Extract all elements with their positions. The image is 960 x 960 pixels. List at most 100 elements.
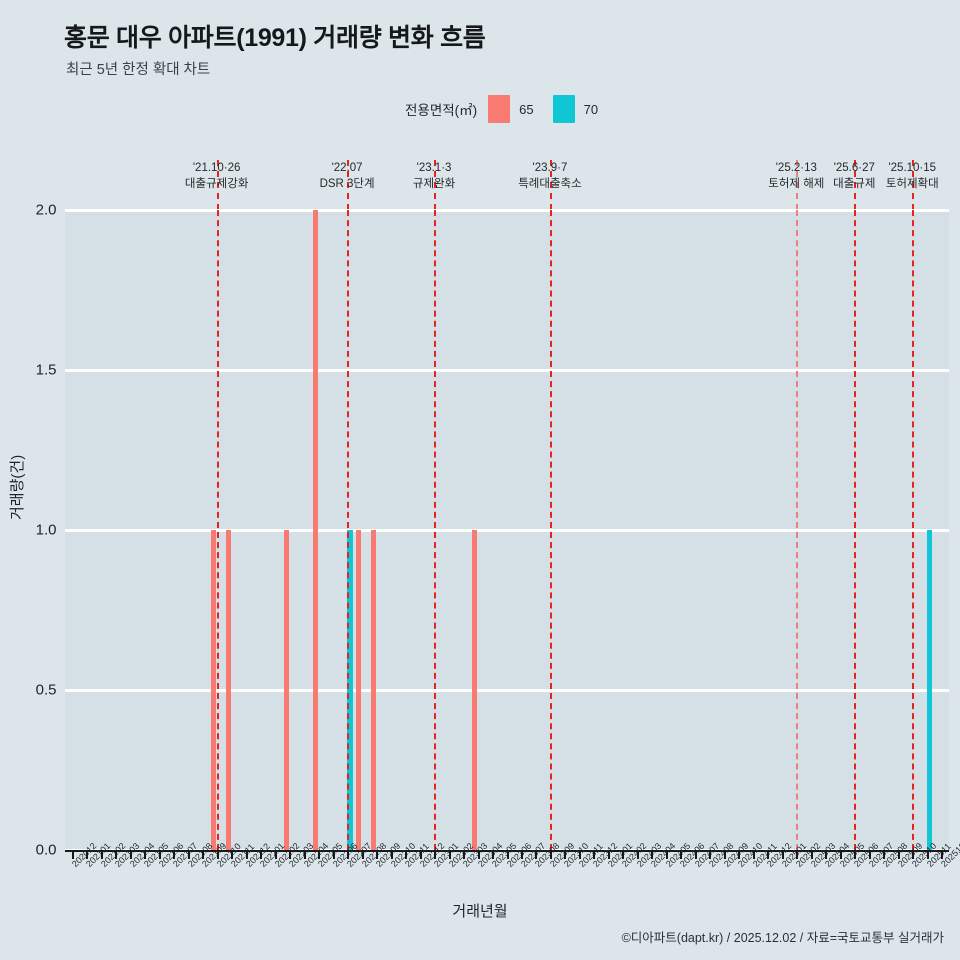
x-axis-tick	[129, 850, 132, 859]
x-axis-label: 거래년월	[452, 903, 508, 920]
bar	[927, 530, 933, 850]
x-axis-tick	[868, 850, 871, 859]
gridline	[64, 208, 949, 212]
x-axis-tick	[477, 850, 480, 859]
bar	[283, 530, 289, 850]
event-line-stub	[549, 160, 552, 210]
bar	[211, 530, 217, 850]
x-axis-tick	[883, 850, 886, 859]
event-name: DSR 3단계	[319, 178, 375, 190]
x-axis-tick	[318, 850, 321, 859]
page-subtitle: 최근 5년 한정 확대 차트	[66, 62, 211, 78]
x-axis-tick	[709, 850, 712, 859]
x-axis-tick	[144, 850, 147, 859]
event-name: 특례대출축소	[518, 178, 582, 190]
x-axis-tick	[361, 850, 364, 859]
legend: 전용면적(㎡) 65 70	[405, 95, 608, 123]
event-line	[434, 210, 437, 850]
bar	[225, 530, 231, 850]
event-line-stub	[347, 160, 350, 210]
event-line-stub	[912, 160, 915, 210]
y-axis-tick-label: 0.5	[35, 681, 57, 699]
x-axis-tick	[289, 850, 292, 859]
x-axis-tick	[231, 850, 234, 859]
bar	[356, 530, 362, 850]
x-axis-tick	[115, 850, 118, 859]
x-axis-tick	[578, 850, 581, 859]
gridline	[64, 368, 949, 372]
x-axis-tick	[651, 850, 654, 859]
event-date: '25.6·27	[833, 162, 875, 174]
x-axis-tick	[941, 850, 944, 859]
x-axis-tick	[665, 850, 668, 859]
x-axis-tick	[202, 850, 205, 859]
x-axis-tick	[303, 850, 306, 859]
y-axis-tick-label: 1.5	[35, 361, 57, 379]
event-line-stub	[434, 160, 437, 210]
event-annotation: '25.10·15 토허제확대	[886, 160, 939, 192]
x-axis-tick	[419, 850, 422, 859]
legend-swatch-70	[552, 95, 575, 123]
event-name: 대출규제강화	[184, 178, 249, 190]
y-axis-label: 거래량(건)	[9, 454, 26, 520]
x-axis-tick	[245, 850, 248, 859]
x-axis-tick	[912, 850, 915, 859]
event-line-stub	[854, 160, 857, 210]
x-axis-tick	[549, 850, 552, 859]
x-axis-tick	[376, 850, 379, 859]
bar	[347, 530, 353, 850]
legend-swatch-65	[488, 95, 511, 123]
x-axis-tick	[781, 850, 784, 859]
event-line	[549, 210, 552, 850]
x-axis-tick	[796, 850, 799, 859]
x-axis-tick	[564, 850, 567, 859]
x-axis-tick	[607, 850, 610, 859]
x-axis-tick	[448, 850, 451, 859]
x-axis-tick	[723, 850, 726, 859]
event-name: 토허제확대	[885, 178, 939, 190]
event-line	[854, 210, 857, 850]
event-date: '25.10·15	[888, 162, 937, 174]
x-axis-tick	[520, 850, 523, 859]
event-name: 토허제 해제	[768, 178, 825, 190]
event-line	[347, 210, 350, 850]
gridline	[64, 528, 949, 532]
x-axis-tick	[492, 850, 494, 859]
x-axis-tick	[825, 850, 828, 859]
bar	[312, 210, 318, 850]
footer-credit: ©디아파트(dapt.kr) / 2025.12.02 / 자료=국토교통부 실…	[621, 931, 944, 945]
event-name: 대출규제	[833, 178, 876, 190]
event-annotation: '21.10·26 대출규제강화	[185, 160, 248, 192]
event-line	[796, 210, 799, 850]
event-annotation: '25.2·13 토허제 해제	[768, 160, 824, 192]
y-axis-tick-label: 0.0	[35, 841, 57, 859]
x-axis-tick	[463, 850, 466, 859]
event-annotation: '23.9·7 특례대출축소	[518, 160, 581, 192]
x-axis-tick	[216, 850, 219, 859]
x-axis-tick	[767, 850, 770, 859]
event-date: '25.2·13	[775, 162, 817, 174]
x-axis-tick	[405, 850, 408, 859]
x-axis-tick	[173, 850, 176, 859]
x-axis-tick	[738, 850, 741, 859]
x-axis-tick	[622, 850, 625, 859]
event-annotation: '22.07 DSR 3단계	[320, 160, 375, 192]
event-date: '23.1·3	[416, 162, 452, 174]
x-axis-tick	[260, 850, 263, 859]
event-date: '21.10·26	[192, 162, 241, 174]
y-axis-tick-label: 1.0	[35, 521, 57, 539]
gridline	[64, 688, 949, 692]
x-axis-tick	[839, 850, 842, 859]
x-axis-tick	[347, 850, 350, 859]
x-axis-tick	[332, 850, 335, 859]
x-axis-tick	[274, 850, 277, 859]
x-axis-tick	[100, 850, 103, 859]
event-name: 규제완화	[412, 178, 456, 190]
page-title: 홍문 대우 아파트(1991) 거래량 변화 흐름	[64, 24, 486, 52]
x-axis-tick	[752, 850, 755, 859]
x-axis-tick	[158, 850, 161, 859]
event-line-stub	[216, 160, 219, 210]
y-axis-tick-label: 2.0	[35, 201, 57, 219]
legend-label-70: 70	[583, 101, 599, 117]
event-date: '23.9·7	[532, 162, 568, 174]
